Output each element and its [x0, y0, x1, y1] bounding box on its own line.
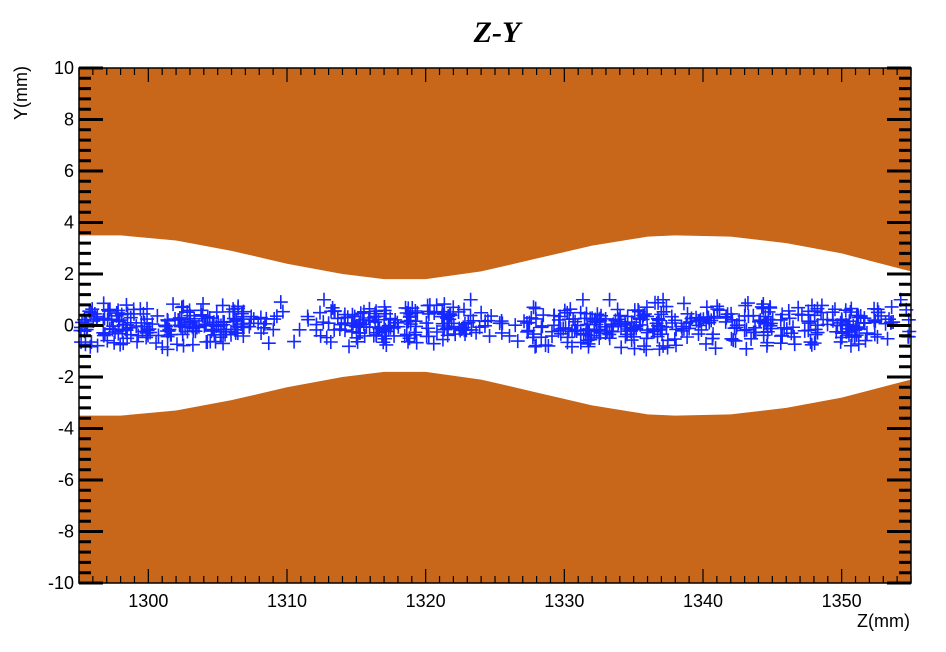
aperture-lower-wall [79, 371, 911, 583]
x-axis-label: Z(mm) [857, 611, 910, 631]
x-tick-label: 1310 [267, 591, 307, 611]
x-tick-label: 1340 [683, 591, 723, 611]
chart-title: Z-Y [473, 16, 523, 49]
y-tick-label: 0 [64, 316, 74, 336]
x-ticks [78, 68, 912, 583]
y-tick-label: -2 [58, 367, 74, 387]
y-ticks [79, 66, 911, 585]
y-tick-label: 2 [64, 264, 74, 284]
y-tick-label: -8 [58, 522, 74, 542]
x-tick-label: 1300 [128, 591, 168, 611]
y-tick-label: 6 [64, 161, 74, 181]
y-tick-label: 8 [64, 110, 74, 130]
y-tick-label: -4 [58, 419, 74, 439]
y-tick-label: 10 [54, 58, 74, 78]
aperture-region [79, 68, 911, 583]
particle-points [73, 292, 917, 357]
particle-markers [73, 292, 917, 357]
x-tick-label: 1330 [544, 591, 584, 611]
y-tick-label: 4 [64, 213, 74, 233]
y-tick-label: -10 [48, 573, 74, 593]
y-axis-label: Y(mm) [11, 66, 31, 120]
aperture-upper-wall [79, 68, 911, 280]
x-tick-label: 1350 [822, 591, 862, 611]
y-tick-label: -6 [58, 470, 74, 490]
x-tick-label: 1320 [406, 591, 446, 611]
axis-ticks: -10 -8 -6 -4 -2 0 2 4 6 8 10 1300 1310 1320 1330 1340 13… [48, 58, 912, 611]
